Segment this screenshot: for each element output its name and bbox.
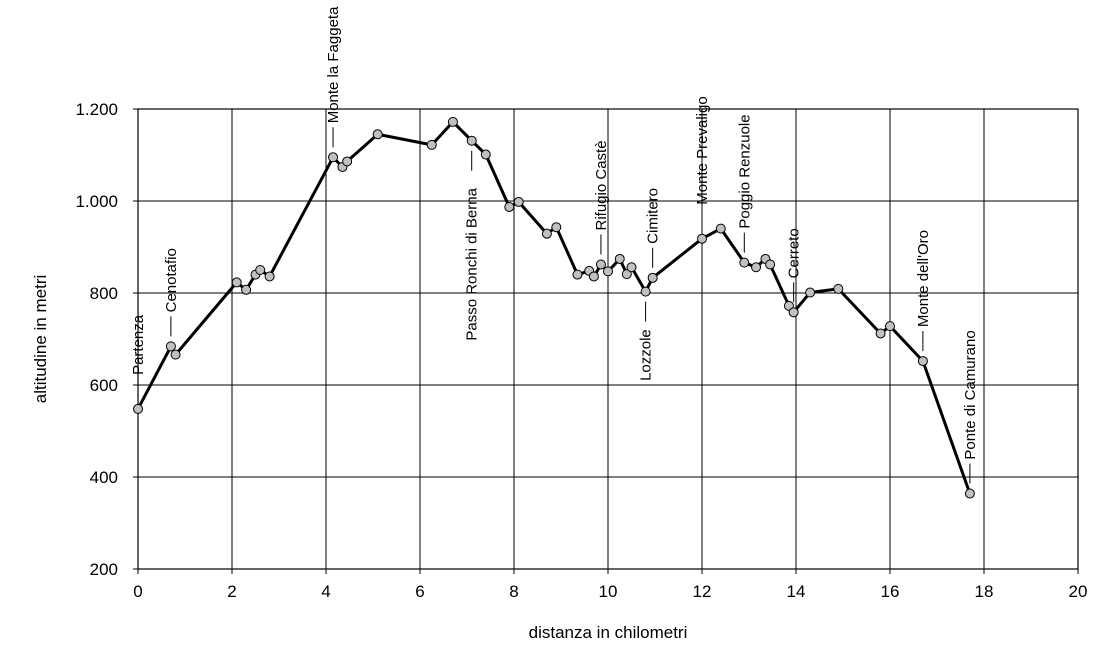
data-point <box>640 286 651 297</box>
data-point <box>328 152 339 163</box>
waypoint-label: Passo Ronchi di Berna <box>464 187 481 340</box>
data-point <box>788 307 799 318</box>
y-axis-title: altitudine in metri <box>31 275 50 404</box>
x-tick-label: 0 <box>133 582 142 601</box>
waypoint-label: Lozzole <box>638 329 655 381</box>
data-point <box>917 356 928 367</box>
x-tick-label: 8 <box>509 582 518 601</box>
waypoint-label: Monte la Faggeta <box>325 6 342 123</box>
data-point <box>372 129 383 140</box>
data-point <box>572 269 583 280</box>
y-tick-label: 1.000 <box>75 192 118 211</box>
annotation-leaders <box>137 127 971 484</box>
data-point <box>255 265 266 275</box>
data-point <box>231 277 242 288</box>
waypoint-label: Partenza <box>130 314 147 375</box>
waypoint-label: Cenotafio <box>163 248 180 312</box>
data-point <box>426 139 437 150</box>
waypoint-label: Monte dell'Oro <box>915 230 932 327</box>
y-tick-label: 1.200 <box>75 100 118 119</box>
data-point <box>603 266 613 277</box>
data-point <box>551 222 562 233</box>
waypoint-labels: Partenza Cenotafio Monte la Faggeta Passo R… <box>130 6 979 460</box>
waypoint-label: Monte Prevaligo <box>694 96 711 204</box>
data-point <box>647 272 658 283</box>
data-point <box>165 341 176 352</box>
waypoint-label: Rifugio Castè <box>593 140 610 230</box>
x-tick-label: 14 <box>787 582 806 601</box>
data-point <box>875 328 886 339</box>
data-point <box>805 287 816 298</box>
waypoint-label: Ponte di Camurano <box>962 330 979 459</box>
x-tick-label: 18 <box>975 582 994 601</box>
x-tick-label: 10 <box>599 582 618 601</box>
data-point <box>697 233 707 244</box>
data-point <box>264 271 275 282</box>
data-point <box>833 283 844 294</box>
data-point <box>765 259 776 270</box>
data-point <box>241 284 252 295</box>
x-axis-title: distanza in chilometri <box>529 623 688 642</box>
y-tick-label: 800 <box>90 284 118 303</box>
data-point <box>466 135 477 146</box>
data-point <box>739 257 750 268</box>
x-tick-label: 20 <box>1069 582 1088 601</box>
waypoint-label: Cimitero <box>645 188 662 244</box>
data-point <box>964 488 975 499</box>
data-point <box>626 262 637 273</box>
y-tick-label: 600 <box>90 376 118 395</box>
plot-area-frame <box>137 108 1079 570</box>
data-point <box>447 116 458 127</box>
data-point <box>588 271 599 282</box>
data-point <box>885 321 895 332</box>
grid-lines <box>133 108 1079 574</box>
x-tick-label: 4 <box>321 582 330 601</box>
data-point <box>595 259 606 270</box>
data-point <box>513 196 524 207</box>
x-tick-labels: 0 2 4 6 8 10 12 14 16 18 20 <box>133 582 1087 601</box>
data-point <box>621 269 632 280</box>
data-point <box>541 228 552 239</box>
elevation-series <box>133 116 975 499</box>
x-tick-label: 12 <box>693 582 712 601</box>
y-tick-label: 400 <box>90 468 118 487</box>
data-point <box>504 201 515 212</box>
data-point <box>715 223 726 234</box>
waypoint-label: Poggio Renzuole <box>736 114 753 228</box>
x-tick-label: 16 <box>881 582 900 601</box>
data-point <box>170 349 181 360</box>
elevation-line <box>136 120 972 495</box>
data-point <box>751 262 762 273</box>
waypoint-label: Cerreto <box>786 228 803 278</box>
data-point <box>614 253 625 264</box>
data-point <box>480 149 491 160</box>
x-tick-label: 6 <box>415 582 424 601</box>
y-tick-labels: 200 400 600 800 1.000 1.200 <box>75 100 118 579</box>
y-tick-label: 200 <box>90 560 118 579</box>
x-tick-label: 2 <box>227 582 236 601</box>
data-point <box>342 156 353 167</box>
data-point <box>133 403 143 414</box>
